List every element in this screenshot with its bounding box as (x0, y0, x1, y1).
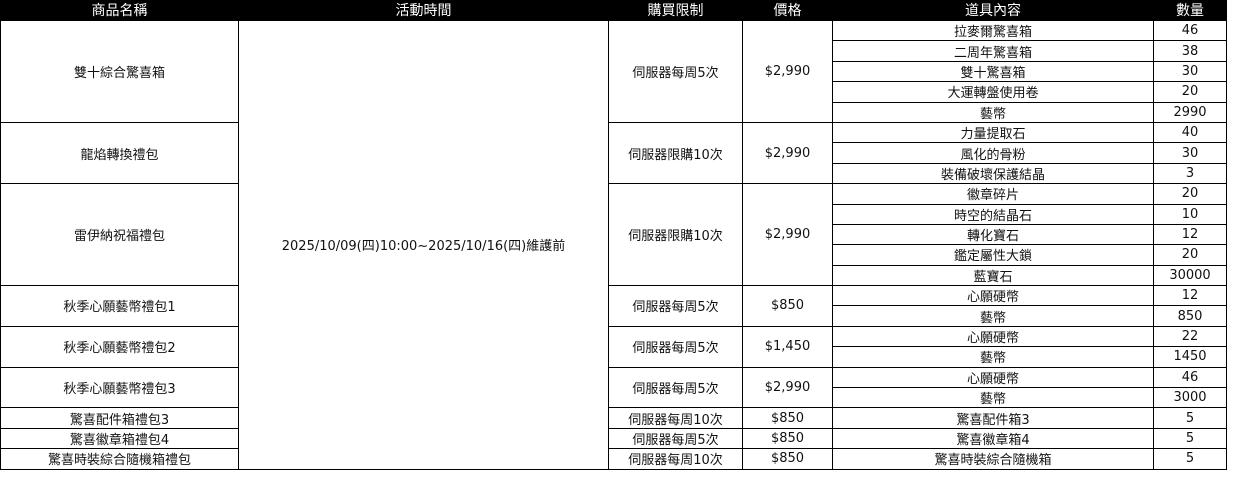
item-name: 藝幣 (832, 101, 1154, 123)
item-qty: 20 (1153, 244, 1227, 266)
item-name: 藝幣 (832, 305, 1154, 327)
item-qty: 12 (1153, 285, 1227, 307)
item-qty: 3000 (1153, 387, 1227, 409)
purchase-limit: 伺服器每周5次 (608, 325, 743, 368)
shop-items-table: 商品名稱 活動時間 購買限制 價格 道具內容 數量 雙十綜合驚喜箱 2025/10… (0, 0, 1227, 470)
item-name: 雙十驚喜箱 (832, 60, 1154, 83)
item-qty: 40 (1153, 121, 1227, 144)
table-row: 雙十綜合驚喜箱 2025/10/09(四)10:00~2025/10/16(四)維… (0, 19, 1227, 470)
purchase-limit: 伺服器每周5次 (608, 20, 743, 123)
item-name: 拉麥爾驚喜箱 (832, 19, 1154, 42)
item-qty: 850 (1153, 305, 1227, 327)
price: $2,990 (742, 183, 833, 287)
item-qty: 2990 (1153, 101, 1227, 123)
product-name: 驚喜配件箱禮包3 (0, 407, 239, 429)
header-price: 價格 (742, 0, 833, 21)
price: $2,990 (742, 121, 833, 185)
item-name: 大運轉盤使用卷 (832, 81, 1154, 103)
header-qty: 數量 (1153, 0, 1227, 21)
price: $850 (742, 448, 833, 470)
purchase-limit: 伺服器限購10次 (608, 121, 743, 185)
purchase-limit: 伺服器限購10次 (608, 183, 743, 287)
item-qty: 46 (1153, 366, 1227, 389)
item-qty: 5 (1153, 448, 1227, 470)
header-name: 商品名稱 (0, 0, 239, 21)
item-name: 時空的結晶石 (832, 203, 1154, 225)
table-row: 大運轉盤使用卷 20 (1, 81, 1227, 103)
item-name: 藝幣 (832, 387, 1154, 409)
item-name: 轉化寶石 (832, 223, 1154, 246)
item-qty: 46 (1153, 19, 1227, 42)
price: $1,450 (742, 325, 833, 368)
table-row: 風化的骨粉 30 (1, 142, 1227, 164)
table-row: 龍焰轉換禮包 伺服器限購10次 $2,990 力量提取石 40 (0, 121, 1227, 185)
item-name: 力量提取石 (832, 121, 1154, 144)
price: $850 (742, 427, 833, 450)
item-qty: 3 (1153, 162, 1227, 185)
item-qty: 1450 (1153, 346, 1227, 368)
product-name: 秋季心願藝幣禮包1 (0, 285, 239, 327)
product-name: 驚喜時裝綜合隨機箱禮包 (0, 448, 239, 470)
item-qty: 5 (1153, 407, 1227, 429)
item-name: 裝備破壞保護結晶 (832, 162, 1154, 185)
table-row: 鑑定屬性大鎖 20 (1, 244, 1227, 266)
product-name: 雙十綜合驚喜箱 (0, 20, 239, 123)
item-qty: 38 (1153, 40, 1227, 62)
item-name: 徽章碎片 (832, 183, 1154, 205)
item-name: 藝幣 (832, 346, 1154, 368)
header-limit: 購買限制 (608, 0, 743, 21)
table-row: 秋季心願藝幣禮包1 伺服器每周5次 $850 心願硬幣 12 (0, 285, 1227, 327)
price: $850 (742, 285, 833, 327)
header-row: 商品名稱 活動時間 購買限制 價格 道具內容 數量 (0, 0, 1227, 21)
item-name: 心願硬幣 (832, 325, 1154, 348)
product-name: 驚喜徽章箱禮包4 (0, 427, 239, 450)
purchase-limit: 伺服器每周5次 (608, 366, 743, 409)
table-row: 驚喜配件箱禮包3 伺服器每周10次 $850 驚喜配件箱3 5 (0, 407, 1227, 429)
item-qty: 20 (1153, 183, 1227, 205)
table-row: 秋季心願藝幣禮包2 伺服器每周5次 $1,450 心願硬幣 22 (0, 325, 1227, 368)
product-name: 雷伊納祝福禮包 (0, 183, 239, 287)
price: $2,990 (742, 20, 833, 123)
item-name: 心願硬幣 (832, 366, 1154, 389)
item-qty: 30000 (1153, 264, 1227, 287)
purchase-limit: 伺服器每周10次 (608, 407, 743, 429)
purchase-limit: 伺服器每周5次 (608, 427, 743, 450)
item-name: 驚喜配件箱3 (832, 407, 1154, 429)
item-qty: 12 (1153, 223, 1227, 246)
item-name: 二周年驚喜箱 (832, 40, 1154, 62)
table-row: 驚喜時裝綜合隨機箱禮包 伺服器每周10次 $850 驚喜時裝綜合隨機箱 5 (0, 448, 1227, 470)
event-time: 2025/10/09(四)10:00~2025/10/16(四)維護前 (238, 20, 609, 470)
item-qty: 30 (1153, 142, 1227, 164)
purchase-limit: 伺服器每周10次 (608, 448, 743, 470)
item-name: 風化的骨粉 (832, 142, 1154, 164)
price: $2,990 (742, 366, 833, 409)
purchase-limit: 伺服器每周5次 (608, 285, 743, 327)
item-qty: 30 (1153, 60, 1227, 83)
item-name: 心願硬幣 (832, 285, 1154, 307)
product-name: 龍焰轉換禮包 (0, 121, 239, 185)
table-row: 秋季心願藝幣禮包3 伺服器每周5次 $2,990 心願硬幣 46 (0, 366, 1227, 409)
item-name: 驚喜時裝綜合隨機箱 (832, 448, 1154, 470)
header-time: 活動時間 (238, 0, 609, 21)
product-name: 秋季心願藝幣禮包2 (0, 325, 239, 368)
product-name: 秋季心願藝幣禮包3 (0, 366, 239, 409)
table-row: 雷伊納祝福禮包 伺服器限購10次 $2,990 徽章碎片 20 (0, 183, 1227, 287)
table-row: 藝幣 3000 (1, 387, 1227, 409)
item-name: 驚喜徽章箱4 (832, 427, 1154, 450)
header-content: 道具內容 (832, 0, 1154, 21)
item-name: 鑑定屬性大鎖 (832, 244, 1154, 266)
item-qty: 20 (1153, 81, 1227, 103)
table-row: 驚喜徽章箱禮包4 伺服器每周5次 $850 驚喜徽章箱4 5 (0, 427, 1227, 450)
table-row: 藝幣 1450 (1, 346, 1227, 368)
item-name: 藍寶石 (832, 264, 1154, 287)
price: $850 (742, 407, 833, 429)
item-qty: 10 (1153, 203, 1227, 225)
item-qty: 22 (1153, 325, 1227, 348)
table-body: 雙十綜合驚喜箱 2025/10/09(四)10:00~2025/10/16(四)維… (0, 19, 1227, 470)
item-qty: 5 (1153, 427, 1227, 450)
